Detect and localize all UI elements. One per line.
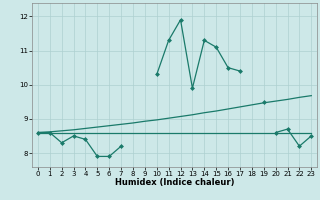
X-axis label: Humidex (Indice chaleur): Humidex (Indice chaleur) bbox=[115, 178, 234, 187]
